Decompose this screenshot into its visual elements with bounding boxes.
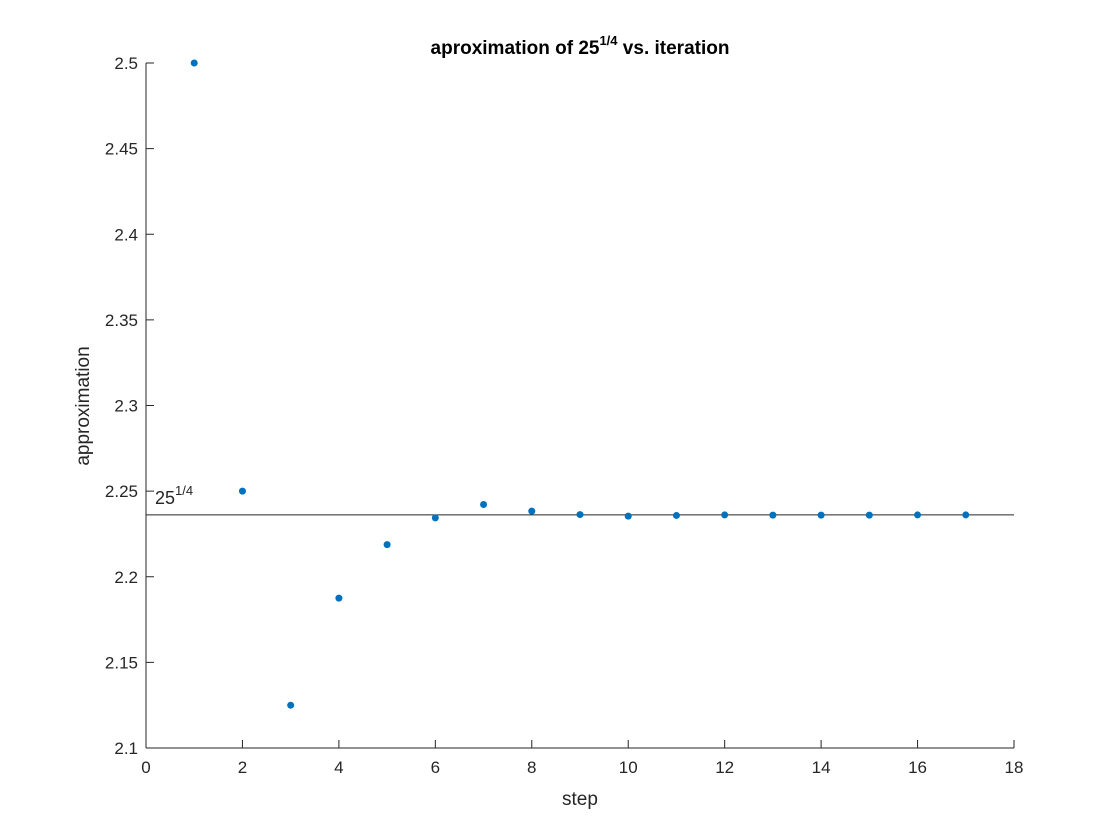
- y-tick-label: 2.3: [114, 397, 138, 416]
- data-point: [431, 514, 439, 522]
- chart-title: aproximation of 251/4 vs. iteration: [431, 33, 730, 59]
- data-point: [335, 594, 343, 602]
- data-point: [962, 511, 970, 519]
- x-tick-label: 12: [715, 758, 734, 777]
- reference-line-label: 251/4: [155, 483, 193, 508]
- data-point: [721, 511, 729, 519]
- x-tick-label: 4: [334, 758, 343, 777]
- y-tick-label: 2.1: [114, 739, 138, 758]
- data-point: [190, 59, 198, 67]
- data-point: [769, 511, 777, 519]
- data-point: [287, 701, 295, 709]
- data-point: [480, 500, 488, 508]
- data-point: [383, 541, 391, 549]
- data-point: [624, 512, 632, 520]
- data-point: [914, 511, 922, 519]
- y-tick-label: 2.2: [114, 568, 138, 587]
- chart-title-superscript: 1/4: [599, 33, 618, 48]
- x-axis-label: step: [562, 789, 598, 810]
- data-point: [865, 511, 873, 519]
- x-tick-label: 2: [238, 758, 247, 777]
- data-point: [576, 511, 584, 519]
- x-tick-label: 0: [141, 758, 150, 777]
- x-tick-label: 14: [812, 758, 831, 777]
- data-point: [672, 511, 680, 519]
- y-tick-label: 2.45: [105, 140, 138, 159]
- y-tick-label: 2.25: [105, 482, 138, 501]
- plot-area: 0 2 4 6 8 10 12 14 16 18 2.1 2.15 2.2 2.25 2.3 2.35 2.4 2…: [105, 54, 1024, 777]
- y-axis-label: approximation: [73, 346, 94, 465]
- x-tick-label: 16: [908, 758, 927, 777]
- y-tick-label: 2.15: [105, 653, 138, 672]
- y-tick-label: 2.35: [105, 311, 138, 330]
- y-tick-label: 2.4: [114, 225, 138, 244]
- data-point: [817, 511, 825, 519]
- x-tick-label: 10: [619, 758, 638, 777]
- data-point: [238, 487, 246, 495]
- x-tick-label: 8: [527, 758, 536, 777]
- reference-line-label-base: 25: [155, 488, 175, 508]
- x-tick-label: 18: [1005, 758, 1024, 777]
- reference-line-label-superscript: 1/4: [175, 483, 193, 498]
- chart-title-suffix: vs. iteration: [618, 38, 730, 59]
- data-point: [528, 507, 536, 515]
- y-tick-label: 2.5: [114, 54, 138, 73]
- x-tick-label: 6: [431, 758, 440, 777]
- chart-title-prefix: aproximation of 25: [431, 38, 600, 59]
